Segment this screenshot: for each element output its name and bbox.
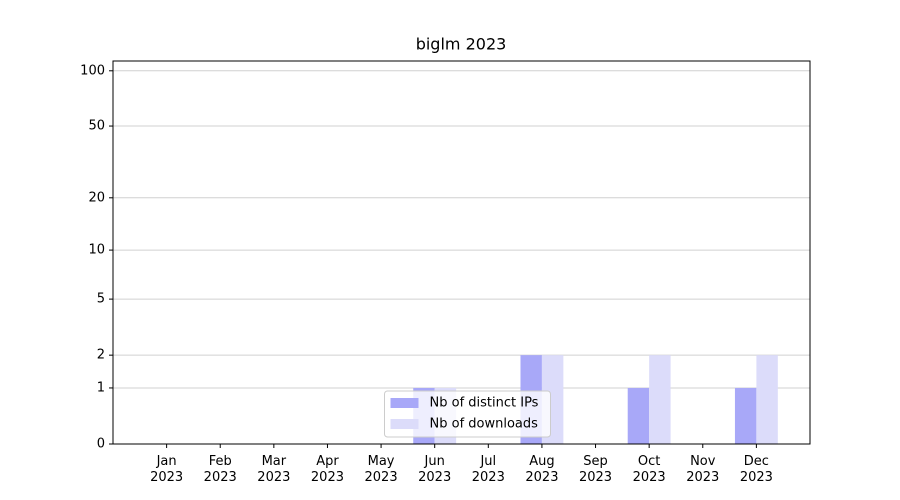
x-tick-label: Nov 2023: [686, 454, 719, 485]
bar: [627, 387, 650, 444]
y-tick-label: 10: [88, 243, 105, 258]
x-tick-label: Jun 2023: [418, 454, 451, 485]
bar: [649, 355, 671, 444]
legend-swatch: [390, 419, 419, 429]
x-tick-label: Jul 2023: [472, 454, 505, 485]
plot-frame: [112, 60, 811, 445]
legend-box: [384, 390, 551, 438]
bar: [734, 387, 757, 444]
x-tick-label: Dec 2023: [740, 454, 773, 485]
x-tick-label: Aug 2023: [525, 454, 558, 485]
x-tick-label: Feb 2023: [204, 454, 237, 485]
legend-swatch: [390, 398, 419, 408]
y-tick-label: 5: [97, 292, 105, 307]
y-tick-label: 20: [88, 190, 105, 205]
x-tick-label: Sep 2023: [579, 454, 612, 485]
x-tick-label: Mar 2023: [257, 454, 290, 485]
legend: Nb of distinct IPs Nb of downloads: [384, 390, 551, 438]
y-tick-label: 2: [97, 348, 105, 363]
legend-label: Nb of distinct IPs: [430, 396, 539, 411]
legend-label: Nb of downloads: [430, 417, 539, 432]
x-tick-label: Jan 2023: [150, 454, 183, 485]
y-tick-label: 0: [97, 437, 105, 452]
x-tick-label: Apr 2023: [311, 454, 344, 485]
y-tick-label: 50: [88, 119, 105, 134]
y-tick-label: 1: [97, 380, 105, 395]
bar: [756, 355, 778, 444]
y-tick-label: 100: [80, 63, 105, 78]
x-tick-label: May 2023: [365, 454, 398, 485]
x-tick-label: Oct 2023: [633, 454, 666, 485]
chart-title: biglm 2023: [416, 35, 507, 54]
